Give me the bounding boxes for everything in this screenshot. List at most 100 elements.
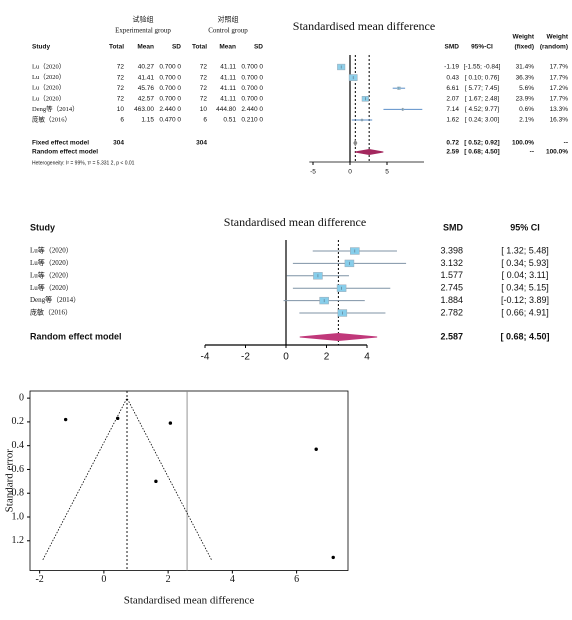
x-tick-label: -4 (201, 352, 210, 363)
table-cell: 0.51 (223, 117, 236, 124)
pooled-diamond (299, 332, 378, 342)
table-cell: 0.700 0 (159, 85, 181, 92)
x-tick-label: -2 (35, 574, 43, 585)
table-cell: 1.15 (141, 117, 154, 124)
weight-label: 36.3% (516, 74, 535, 81)
table-cell: 72 (200, 64, 208, 71)
column-header: Study (30, 222, 55, 232)
study-point (168, 421, 173, 425)
column-header: Weight (546, 34, 568, 41)
column-header: SD (172, 44, 181, 51)
table-cell: 0.700 0 (159, 64, 181, 71)
ci-label: [ 0.34; 5.93] (501, 258, 549, 268)
column-header: SMD (443, 222, 464, 232)
weight-label: 17.2% (550, 85, 569, 92)
weight-label: 17.7% (550, 64, 569, 71)
table-cell: 0.470 0 (159, 117, 181, 124)
pooled-diamond (354, 148, 384, 156)
ci-label: [-0.12; 3.89] (501, 295, 549, 305)
model-label: Fixed effect model (32, 140, 89, 147)
smd-label: 3.398 (440, 245, 463, 255)
funnel-limits (42, 397, 212, 560)
table-cell: 0.700 0 (241, 64, 263, 71)
group-label: 对照组 (218, 15, 239, 24)
table-cell: 41.11 (220, 85, 236, 92)
weight-label: -- (564, 140, 568, 147)
smd-label: 0.72 (446, 140, 459, 147)
smd-label: 1.577 (440, 270, 463, 280)
table-cell: 0.700 0 (159, 96, 181, 103)
study-label: Lu（2020） (32, 94, 65, 102)
table-cell: 10 (200, 106, 208, 113)
column-header: Study (32, 44, 50, 51)
ci-label: [ 0.68; 4.50] (464, 149, 499, 156)
x-tick-label: 4 (364, 352, 370, 363)
plot-frame (29, 390, 349, 571)
column-header: Total (192, 44, 207, 51)
weight-label: 23.9% (516, 96, 535, 103)
smd-label: 2.59 (446, 149, 459, 156)
study-label: Lu等（2020） (30, 270, 73, 279)
column-header: Mean (219, 44, 236, 51)
smd-label: 1.884 (440, 295, 463, 305)
x-tick-label: 0 (283, 352, 289, 363)
study-label: Deng等（2014） (30, 295, 80, 304)
table-cell: 72 (117, 64, 125, 71)
table-cell: 6 (120, 117, 124, 124)
x-tick-label: 2 (324, 352, 330, 363)
table-cell: 72 (200, 74, 208, 81)
table-cell: 40.27 (138, 64, 155, 71)
study-label: Lu（2020） (32, 62, 65, 70)
y-tick-label: 0.8 (12, 488, 25, 499)
study-point (115, 416, 120, 421)
study-label: Lu等（2020） (30, 246, 73, 255)
table-cell: 41.11 (220, 64, 236, 71)
ci-label: [-1.55; -0.84] (464, 64, 501, 71)
study-label: Deng等（2014） (32, 104, 79, 113)
weight-label: 100.0% (512, 140, 534, 147)
x-tick-label: 2 (166, 574, 171, 585)
table-cell: 463.00 (134, 106, 154, 113)
column-header: SMD (445, 44, 460, 51)
y-tick-label: 1.2 (12, 535, 25, 546)
table-cell: 41.41 (138, 74, 155, 81)
study-point (154, 479, 158, 484)
study-label: Lu等（2020） (30, 258, 73, 267)
smd-label: 7.14 (446, 106, 459, 113)
weight-label: 17.7% (550, 74, 569, 81)
model-label: Random effect model (32, 149, 98, 156)
total-label: 304 (113, 140, 124, 147)
table-cell: 444.80 (216, 106, 236, 113)
table-cell: 72 (200, 96, 208, 103)
x-tick-label: 4 (230, 574, 235, 585)
y-tick-label: 0.6 (12, 464, 25, 475)
pooled-diamond (353, 139, 358, 147)
smd-label: 3.132 (440, 258, 463, 268)
study-label: Lu（2020） (32, 84, 65, 92)
y-tick-label: 0.2 (12, 416, 25, 427)
table-cell: 0.700 0 (241, 74, 263, 81)
smd-label: 2.587 (440, 331, 463, 341)
table-cell: 0.700 0 (241, 85, 263, 92)
weight-label: 16.3% (550, 117, 569, 124)
group-label: 试验组 (133, 15, 154, 24)
smd-label: -1.19 (444, 64, 459, 71)
y-tick-label: 1.0 (12, 511, 25, 522)
table-cell: 41.11 (220, 96, 236, 103)
study-point (63, 417, 68, 422)
panel-title: Standardised mean difference (224, 215, 366, 229)
weight-label: 13.3% (550, 106, 569, 113)
ci-label: [ 0.04; 3.11] (502, 270, 549, 280)
y-axis-title: Standard error (4, 449, 16, 513)
smd-label: 2.782 (440, 307, 463, 317)
x-tick-label: 0 (101, 574, 106, 585)
column-header: SD (254, 44, 263, 51)
total-label: 304 (196, 140, 207, 147)
study-point (331, 555, 335, 560)
column-header: Total (109, 44, 124, 51)
model-label: Random effect model (30, 331, 122, 341)
column-header: (random) (540, 44, 568, 51)
column-header: Mean (137, 44, 154, 51)
study-label: Lu等（2020） (30, 283, 73, 292)
